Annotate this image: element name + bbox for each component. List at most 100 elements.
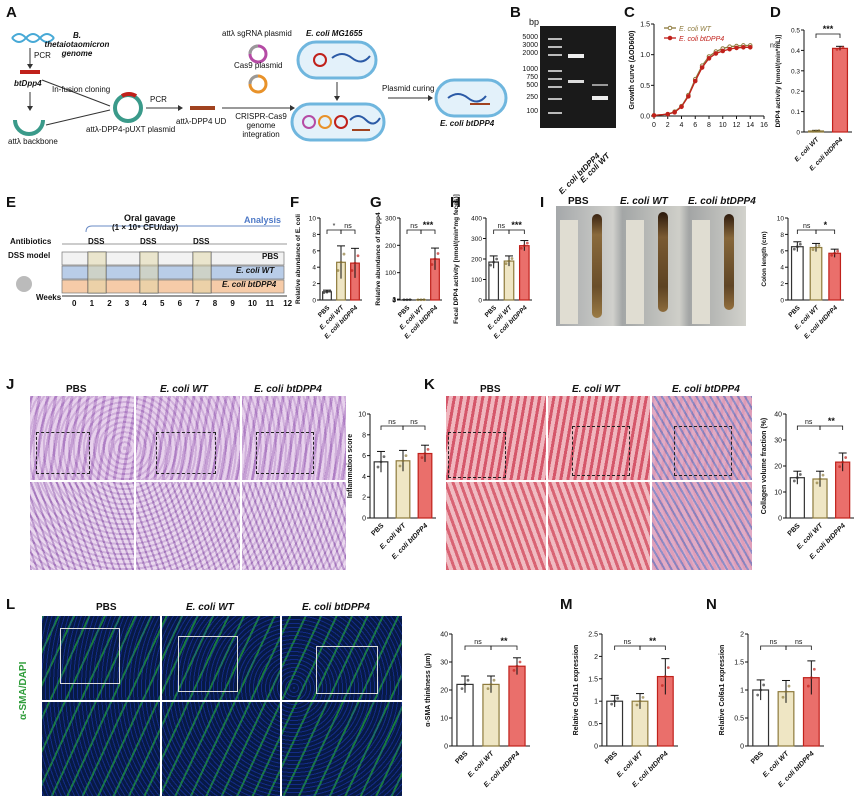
y-tick-label: 0 (778, 516, 782, 523)
y-tick-label: 0 (478, 298, 482, 305)
y-axis-label: Relative abundance of E. coli (295, 214, 302, 304)
bar (518, 245, 530, 301)
sig-label: ns (803, 223, 811, 230)
photo-j-label-pbs: PBS (66, 384, 87, 395)
legend-label: E. coli btDPP4 (679, 36, 724, 43)
data-point (814, 246, 818, 249)
y-axis-label: Relative Col6a1 expression (719, 645, 726, 736)
ns-annotation: ns (770, 42, 778, 49)
y-tick-label: 2.5 (588, 632, 598, 639)
series-point (699, 65, 705, 70)
backbone-label: attλ backbone (8, 137, 58, 146)
data-point (353, 261, 357, 265)
photo-i-label-bt: E. coli btDPP4 (688, 196, 756, 207)
genome-label: B. thetaiotaomicron genome (44, 31, 110, 58)
data-point (404, 454, 408, 457)
y-axis-label: Inflammation score (347, 434, 354, 498)
y-tick-label: 2 (594, 654, 598, 661)
data-point (830, 253, 834, 257)
y-tick-label: 4 (362, 474, 366, 481)
group-pbs-label: PBS (262, 252, 279, 261)
sig-label: * (333, 223, 336, 230)
data-point (795, 245, 799, 249)
panel-label-n: N (706, 596, 717, 613)
ud-label: attλ-DPP4 UD (176, 117, 227, 126)
data-point (419, 298, 423, 302)
y-axis-label: Collagen volume fraction (%) (761, 418, 768, 514)
data-point (835, 47, 839, 51)
week-tick: 5 (160, 299, 165, 308)
analysis-label: Analysis (244, 215, 282, 225)
sig-bracket (326, 229, 342, 234)
sig-bracket (490, 645, 518, 650)
category-label: PBS (787, 522, 802, 537)
weeks-label: Weeks (36, 293, 62, 302)
week-tick: 12 (283, 299, 293, 308)
data-point (814, 129, 818, 133)
gel-ladder-label: 750 (526, 74, 538, 81)
y-tick-label: 40 (774, 412, 782, 419)
curing-label: Plasmid curing (382, 84, 435, 93)
panel-label-g: G (370, 194, 382, 211)
bar (456, 683, 474, 747)
data-point (328, 289, 332, 293)
bar (482, 683, 500, 747)
series-point (651, 113, 657, 118)
data-point (841, 45, 845, 49)
dss-label-1: DSS (88, 237, 105, 246)
photo-l-label-pbs: PBS (96, 602, 117, 613)
data-point (489, 683, 493, 686)
chart-c-growth-curve: 0.0 0.5 1.0 1.5 0 2 4 6 8 10 12 14 16 Growth curve (Δ… (629, 22, 778, 130)
sig-bracket (760, 645, 787, 650)
y-tick-label: 0.2 (791, 89, 800, 96)
data-point (336, 269, 340, 272)
data-point (762, 683, 766, 687)
y-tick-label: 1.5 (640, 22, 650, 29)
sig-label: ns (624, 639, 632, 646)
data-point (759, 688, 763, 692)
gavage-label: Oral gavage (124, 213, 176, 223)
chart-h-fecal-dpp4: 0 100 200 300 400 Fecal DPP4 activity [nmol/(… (453, 194, 532, 341)
series-point (686, 94, 691, 99)
plasmid-label: attλ-DPP4-pUXT plasmid (86, 125, 176, 134)
gel-ladder-label: 1000 (522, 66, 538, 73)
data-point (812, 667, 816, 671)
y-axis-label: Fecal DPP4 activity [nmol/(min*mg feces)… (453, 194, 460, 324)
y-tick-label: 6 (780, 248, 784, 255)
y-tick-label: 1.5 (734, 660, 744, 667)
dss-model-label: DSS model (8, 251, 51, 260)
dss-label-2: DSS (140, 237, 157, 246)
data-point (402, 298, 406, 302)
data-point (466, 678, 470, 682)
data-point (510, 257, 514, 260)
data-point (641, 695, 645, 699)
sig-label: *** (823, 24, 834, 34)
category-label: PBS (370, 522, 385, 537)
series-point (720, 48, 726, 54)
photo-j-label-wt: E. coli WT (160, 384, 208, 395)
bar (503, 260, 515, 301)
data-point (806, 684, 810, 688)
data-point (663, 675, 667, 678)
y-tick-label: 8 (312, 232, 316, 239)
data-point (613, 699, 617, 703)
sig-bracket (380, 425, 404, 430)
data-point (515, 664, 519, 668)
series-line (653, 44, 751, 117)
data-point (798, 473, 802, 476)
x-tick-label: 0 (652, 122, 656, 129)
y-tick-label: 0 (392, 298, 396, 305)
gel-ladder-label: 5000 (522, 34, 538, 41)
data-point (660, 684, 664, 687)
y-tick-label: 2 (392, 297, 396, 304)
data-point (838, 46, 842, 50)
data-point (795, 476, 799, 480)
gel-lane-1: E. coli btDPP4 (556, 151, 602, 197)
data-point (423, 452, 427, 455)
bar (831, 47, 849, 133)
dose-label: (1 × 10⁹ CFU/day) (112, 223, 179, 232)
y-tick-label: 0 (780, 298, 784, 305)
y-tick-label: 300 (385, 216, 396, 223)
data-point (325, 290, 329, 294)
